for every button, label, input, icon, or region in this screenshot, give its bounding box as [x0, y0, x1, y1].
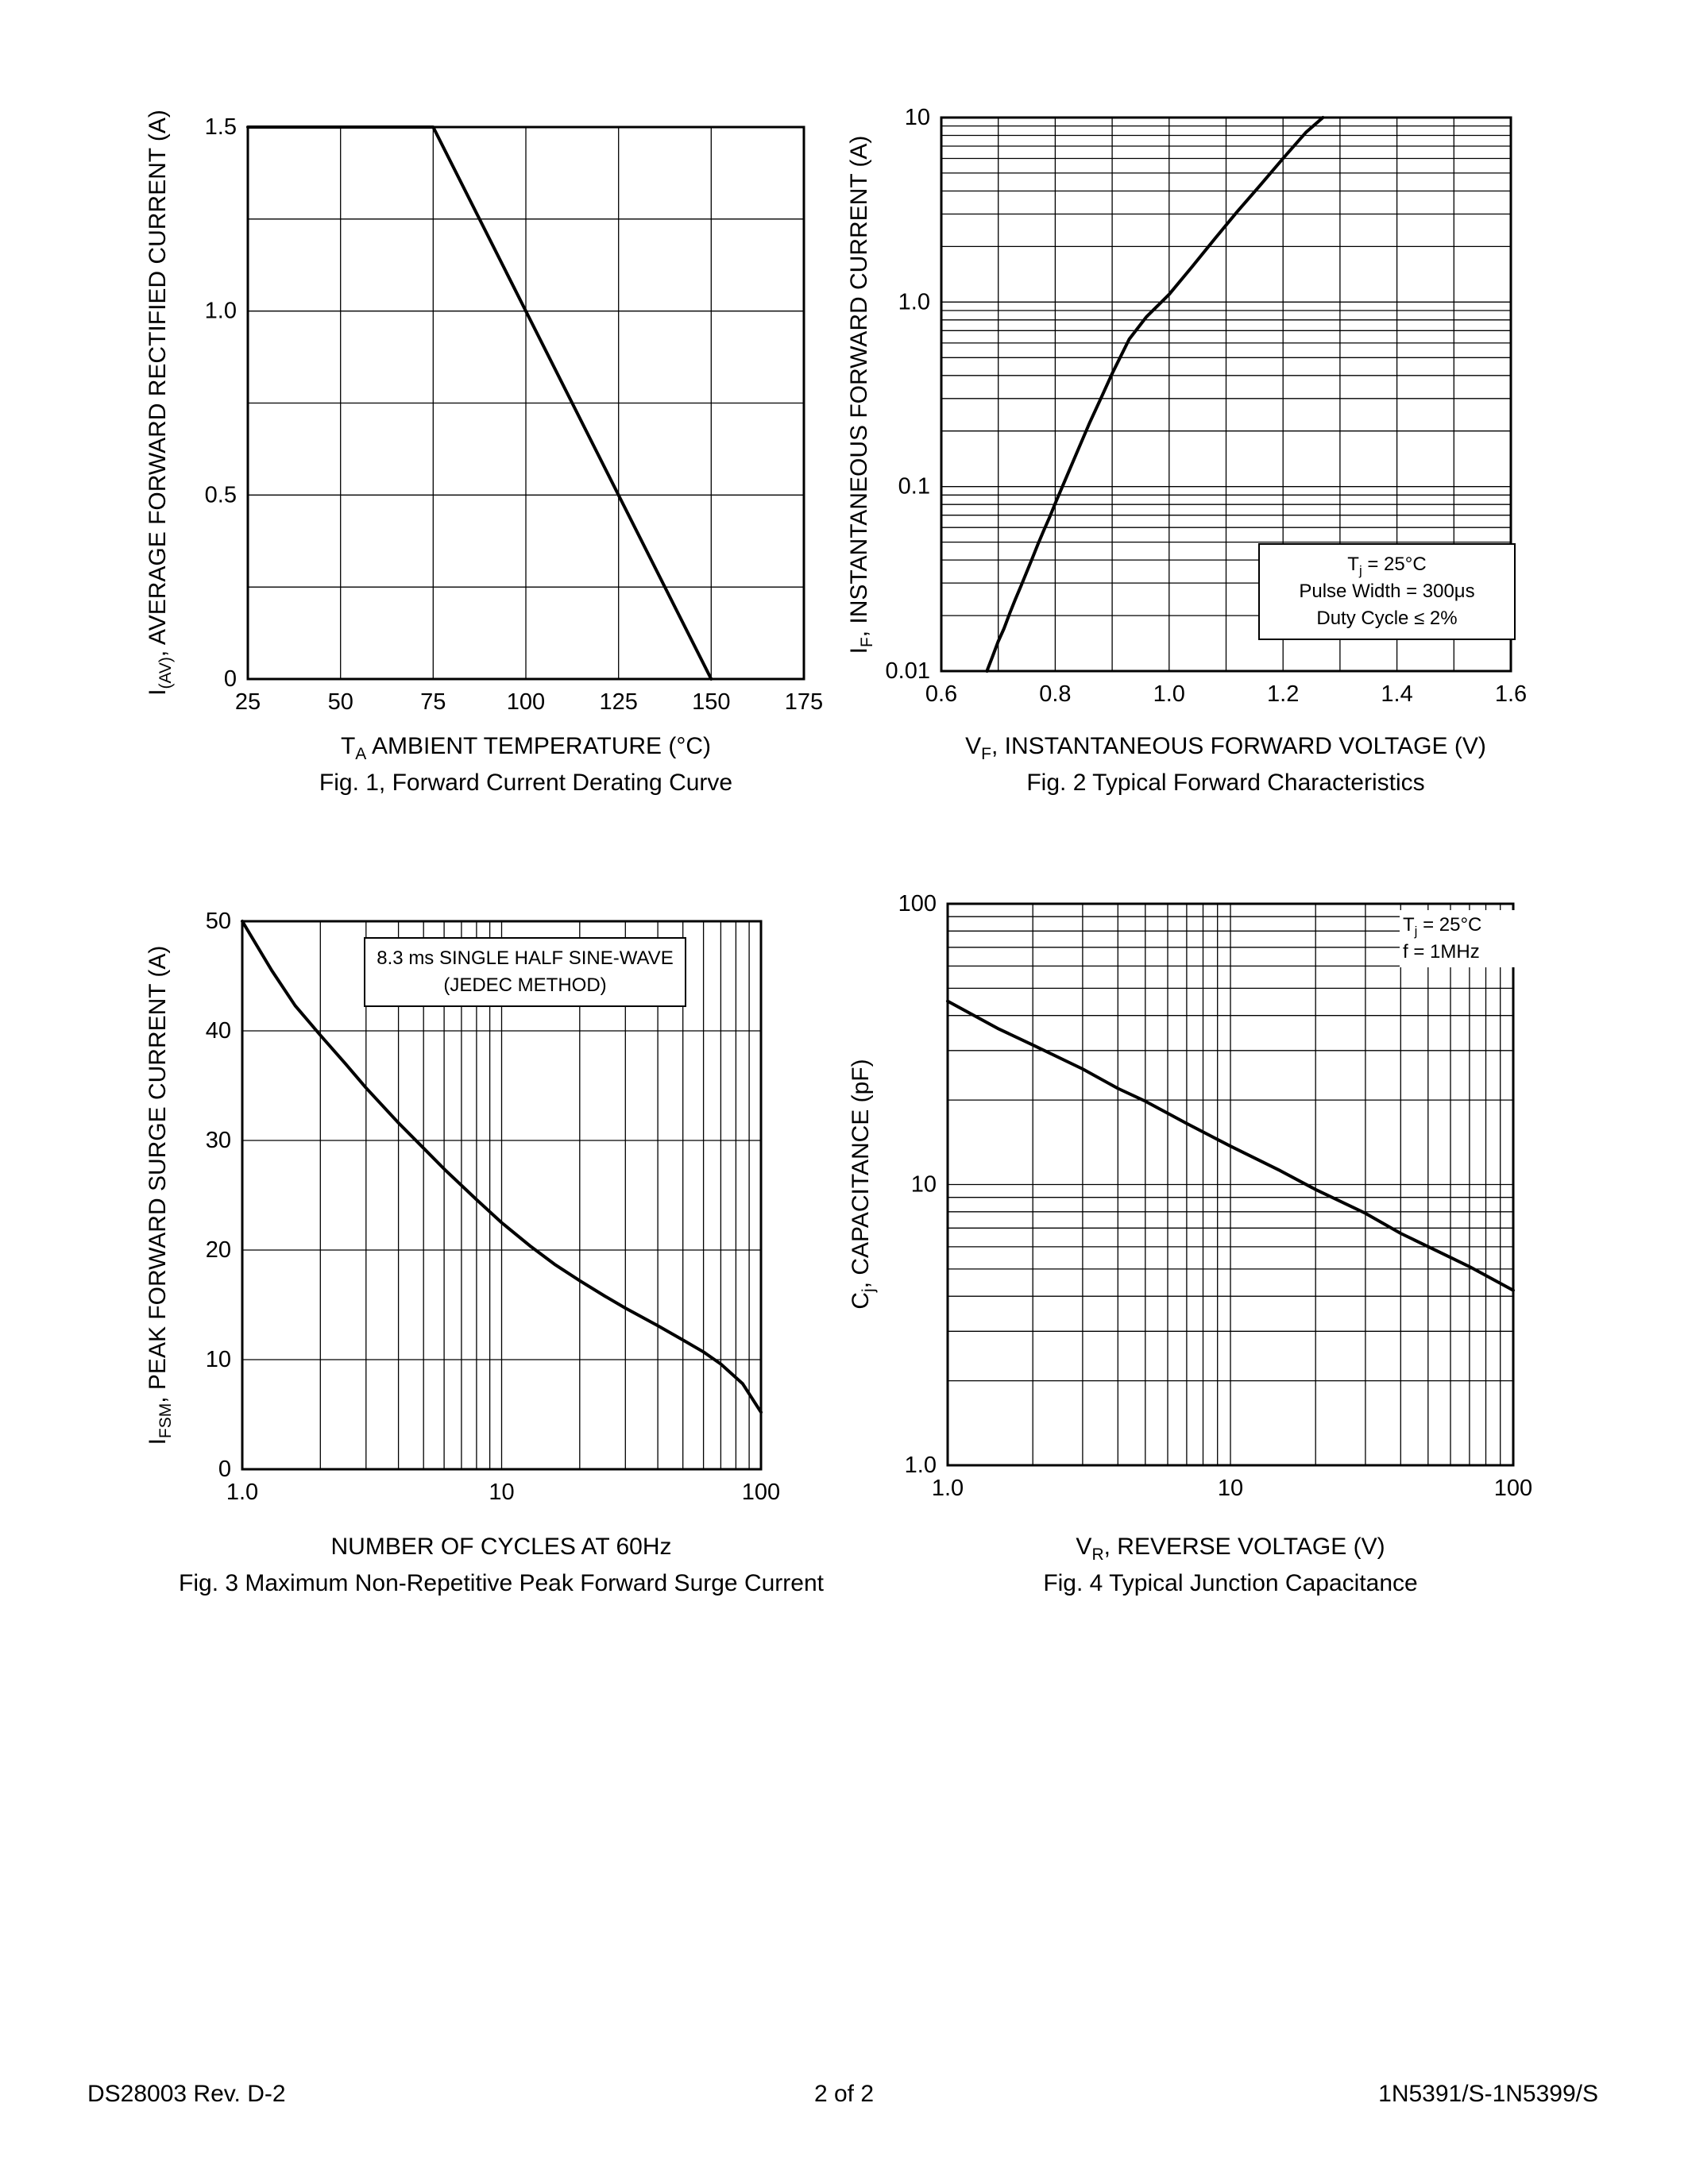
- svg-text:0: 0: [224, 666, 237, 692]
- svg-text:150: 150: [692, 689, 730, 715]
- svg-text:1.0: 1.0: [1153, 681, 1185, 707]
- svg-text:75: 75: [420, 689, 446, 715]
- svg-text:30: 30: [206, 1128, 231, 1153]
- svg-text:1.0: 1.0: [905, 1453, 937, 1478]
- fig3-x-axis-title: NUMBER OF CYCLES AT 60Hz: [330, 1534, 672, 1560]
- svg-text:25: 25: [235, 689, 261, 715]
- svg-text:1.0: 1.0: [898, 289, 930, 314]
- svg-text:125: 125: [600, 689, 638, 715]
- fig4-caption: Fig. 4 Typical Junction Capacitance: [1043, 1570, 1418, 1596]
- fig2-y-axis-title: IF, INSTANTANEOUS FORWARD CURRENT (A): [846, 135, 876, 654]
- svg-text:10: 10: [1218, 1476, 1243, 1501]
- fig1-y-axis-title: I(AV), AVERAGE FORWARD RECTIFIED CURRENT…: [145, 110, 175, 696]
- svg-text:100: 100: [898, 891, 937, 916]
- svg-text:0.01: 0.01: [886, 658, 930, 684]
- svg-text:100: 100: [507, 689, 545, 715]
- junction-capacitance-line: [946, 999, 1515, 1292]
- fig2-test-conditions-note: Tj = 25°C Pulse Width = 300μs Duty Cycle ≤…: [1258, 543, 1516, 641]
- svg-text:10: 10: [489, 1480, 514, 1505]
- footer-document-number: DS28003 Rev. D-2: [87, 2081, 286, 2107]
- fig2-forward-characteristics-chart: 0.6 0.8 1.0 1.2 1.4 1.6 0.01 0.1 1.0 10: [886, 105, 1528, 707]
- fig1-x-axis-title: TA AMBIENT TEMPERATURE (°C): [340, 733, 712, 763]
- svg-text:50: 50: [328, 689, 353, 715]
- fig2-plot-border: [940, 116, 1512, 673]
- annotation-line: f = 1MHz: [1403, 941, 1480, 963]
- annotation-line: Pulse Width = 300μs: [1299, 581, 1475, 603]
- fig3-surge-current-chart: 1.0 10 100 0 10 20 30 40 50: [206, 909, 780, 1505]
- svg-text:0: 0: [218, 1457, 231, 1482]
- fig4-gridlines: [947, 903, 1514, 1466]
- svg-text:50: 50: [206, 909, 231, 934]
- svg-text:100: 100: [742, 1480, 780, 1505]
- svg-text:20: 20: [206, 1237, 231, 1263]
- svg-text:0.6: 0.6: [925, 681, 957, 707]
- svg-text:10: 10: [905, 105, 930, 130]
- fig1-plot-border: [246, 125, 805, 681]
- svg-text:100: 100: [1494, 1476, 1532, 1501]
- svg-text:1.4: 1.4: [1381, 681, 1412, 707]
- fig3-caption: Fig. 3 Maximum Non-Repetitive Peak Forwa…: [179, 1570, 824, 1596]
- svg-text:0.5: 0.5: [205, 482, 237, 507]
- annotation-line: Tj = 25°C: [1403, 914, 1482, 939]
- fig1-caption: Fig. 1, Forward Current Derating Curve: [319, 770, 733, 796]
- fig4-plot-border: [946, 902, 1515, 1467]
- svg-text:0.8: 0.8: [1039, 681, 1071, 707]
- fig3-tick-labels: 1.0 10 100 0 10 20 30 40 50: [206, 909, 780, 1505]
- svg-text:1.2: 1.2: [1267, 681, 1299, 707]
- fig3-jedec-method-note: 8.3 ms SINGLE HALF SINE-WAVE (JEDEC METHO…: [364, 937, 686, 1008]
- svg-text:0.1: 0.1: [898, 474, 930, 500]
- annotation-line: (JEDEC METHOD): [443, 974, 607, 997]
- fig1-gridlines: [247, 126, 805, 680]
- fig1-tick-labels: 25 50 75 100 125 150 175 0 0.5 1.0 1.5: [205, 114, 824, 715]
- forward-characteristic-curve: [985, 116, 1325, 673]
- fig1-forward-current-derating-chart: 25 50 75 100 125 150 175 0 0.5 1.0 1.5: [205, 114, 824, 715]
- svg-text:1.6: 1.6: [1495, 681, 1527, 707]
- svg-text:1.0: 1.0: [205, 299, 237, 324]
- fig4-junction-capacitance-chart: 1.0 10 100 1.0 10 100: [898, 891, 1533, 1501]
- surge-current-curve: [241, 920, 763, 1414]
- footer-page-number: 2 of 2: [813, 2081, 875, 2107]
- fig4-test-conditions-note: Tj = 25°C f = 1MHz: [1400, 910, 1517, 968]
- fig4-tick-labels: 1.0 10 100 1.0 10 100: [898, 891, 1533, 1501]
- fig2-caption: Fig. 2 Typical Forward Characteristics: [1026, 770, 1425, 796]
- fig4-x-axis-title: VR, REVERSE VOLTAGE (V): [1076, 1534, 1385, 1564]
- svg-text:40: 40: [206, 1018, 231, 1044]
- annotation-line: Tj = 25°C: [1347, 554, 1427, 578]
- footer-part-number: 1N5391/S-1N5399/S: [1378, 2081, 1598, 2107]
- svg-text:1.5: 1.5: [205, 114, 237, 140]
- svg-text:175: 175: [785, 689, 823, 715]
- annotation-line: Duty Cycle ≤ 2%: [1316, 608, 1458, 630]
- fig2-x-axis-title: VF, INSTANTANEOUS FORWARD VOLTAGE (V): [965, 733, 1486, 763]
- fig2-gridlines: [941, 117, 1512, 672]
- svg-text:1.0: 1.0: [226, 1480, 258, 1505]
- fig3-plot-border: [241, 920, 763, 1471]
- annotation-line: 8.3 ms SINGLE HALF SINE-WAVE: [377, 947, 674, 969]
- derating-curve: [246, 125, 713, 681]
- svg-text:10: 10: [206, 1347, 231, 1372]
- fig2-tick-labels: 0.6 0.8 1.0 1.2 1.4 1.6 0.01 0.1 1.0 10: [886, 105, 1528, 707]
- fig3-y-axis-title: IFSM, PEAK FORWARD SURGE CURRENT (A): [145, 945, 175, 1445]
- svg-text:1.0: 1.0: [932, 1476, 964, 1501]
- svg-text:10: 10: [911, 1172, 937, 1198]
- fig4-y-axis-title: Cj, CAPACITANCE (pF): [848, 1059, 878, 1310]
